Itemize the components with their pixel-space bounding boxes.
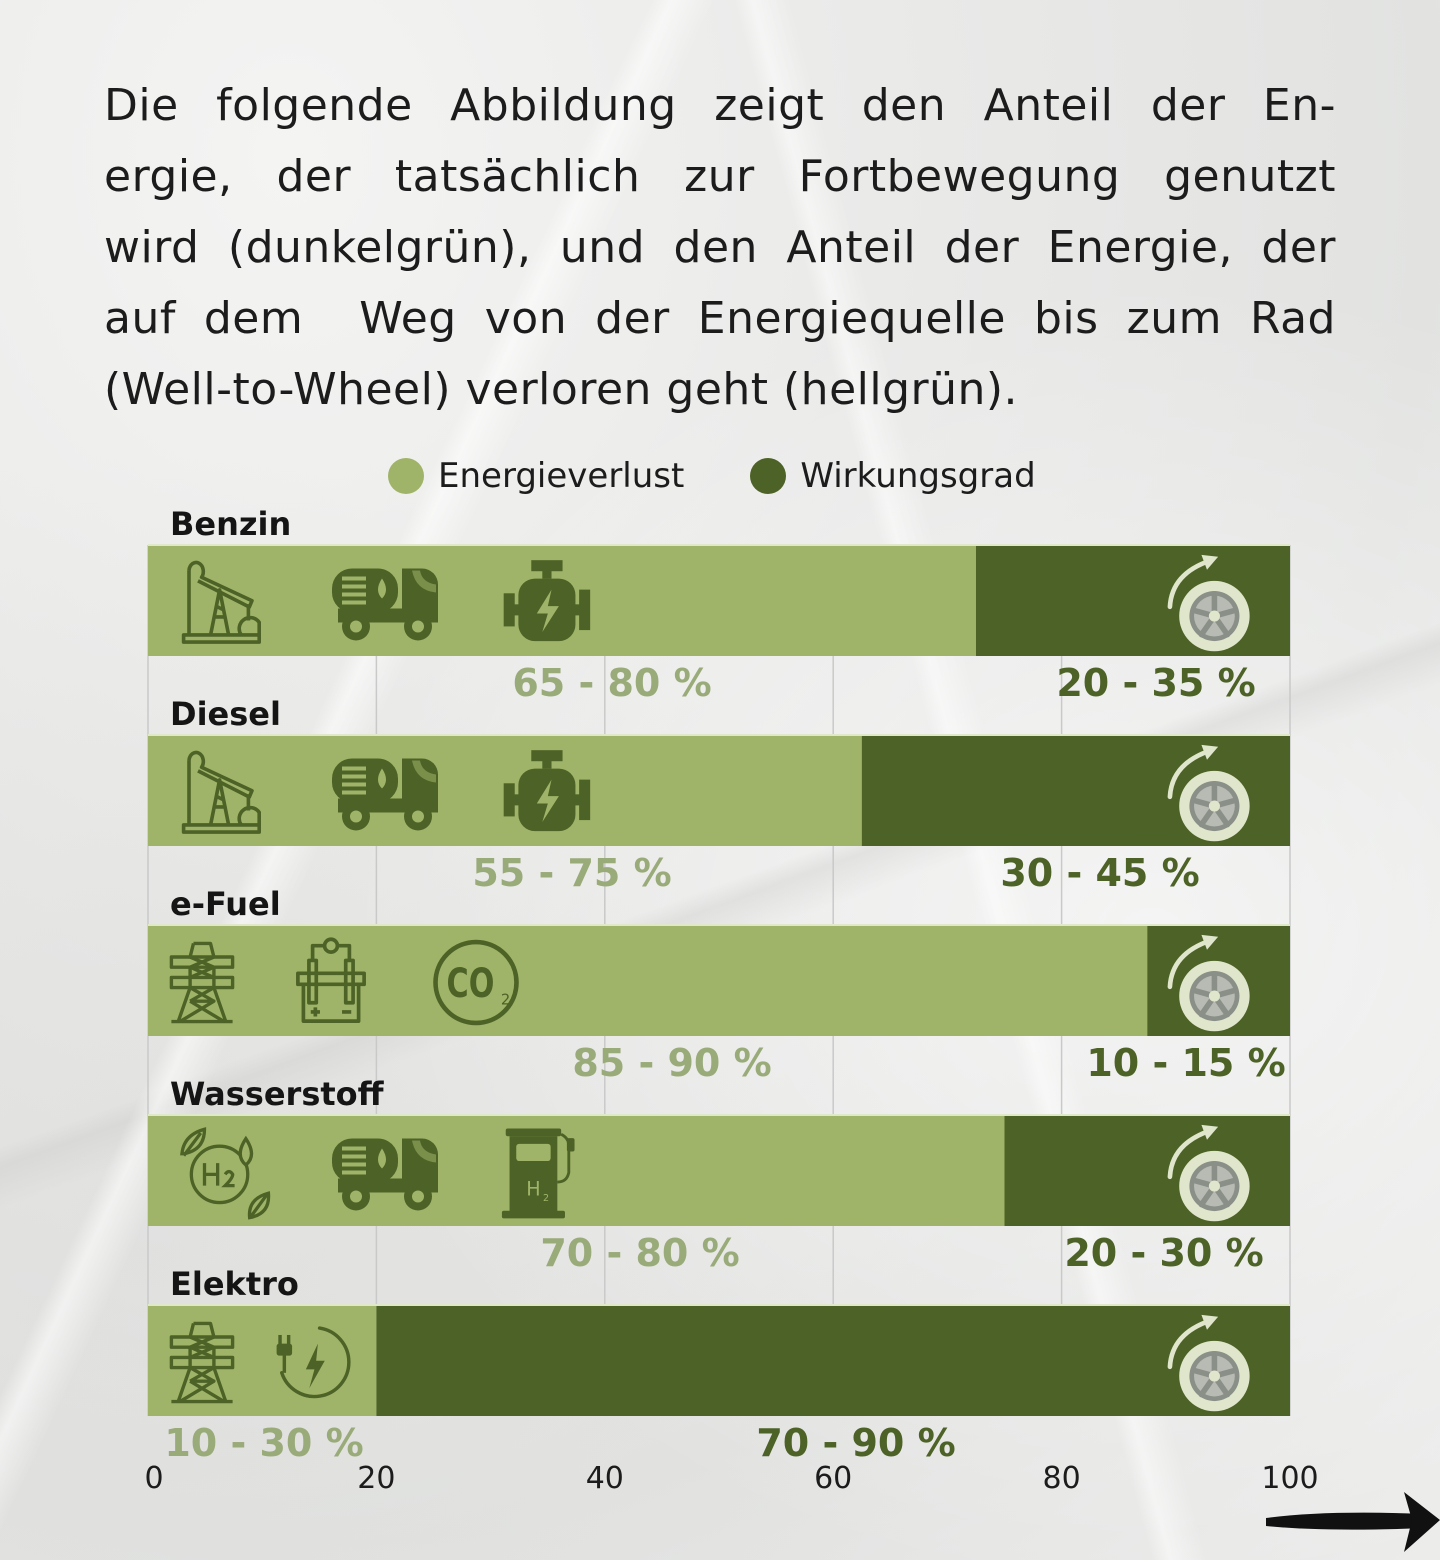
x-tick-label: 40 <box>586 1461 624 1496</box>
intro-line: ergie, der tatsächlich zur Fortbewegung … <box>104 151 1336 202</box>
chart-legend: Energieverlust Wirkungsgrad <box>388 456 1102 496</box>
loss-range-label: 10 - 30 % <box>164 1421 363 1465</box>
x-axis-ticks: 0 20 40 60 80 100 <box>144 1461 1318 1496</box>
loss-range-label: 65 - 80 % <box>512 661 711 705</box>
intro-line: wird (dunkelgrün), und den Anteil der En… <box>104 222 1336 273</box>
bar-efficiency <box>376 1305 1290 1416</box>
intro-line: auf dem Weg von der Energiequelle bis zu… <box>104 293 1336 344</box>
category-label: Elektro <box>170 1265 299 1303</box>
x-tick-label: 20 <box>357 1461 395 1496</box>
x-tick-label: 80 <box>1043 1461 1081 1496</box>
category-label: Diesel <box>170 695 281 733</box>
intro-text: Die folgende Abbildung zeigt den Anteil … <box>104 70 1336 425</box>
loss-range-label: 85 - 90 % <box>572 1041 771 1085</box>
category-label: Benzin <box>170 505 291 543</box>
labels-layer: Benzin 65 - 80 % 20 - 35 % Diesel 55 - 75 % 3… <box>164 505 1285 1465</box>
category-label: e-Fuel <box>170 885 281 923</box>
efficiency-range-label: 30 - 45 % <box>1000 851 1199 895</box>
bar-energy-loss <box>148 1115 1005 1226</box>
category-label: Wasserstoff <box>170 1075 385 1113</box>
loss-range-label: 70 - 80 % <box>540 1231 739 1275</box>
efficiency-range-label: 20 - 35 % <box>1056 661 1255 705</box>
x-tick-label: 100 <box>1261 1461 1318 1496</box>
legend-swatch-efficiency <box>750 458 787 494</box>
intro-line: (Well-to-Wheel) verloren geht (hellgrün)… <box>104 364 1019 415</box>
x-tick-label: 0 <box>144 1461 163 1496</box>
arrow-right-icon[interactable] <box>1266 1492 1440 1552</box>
efficiency-range-label: 70 - 90 % <box>756 1421 955 1465</box>
x-tick-label: 60 <box>814 1461 852 1496</box>
legend-item-loss: Energieverlust <box>388 456 684 496</box>
legend-label-loss: Energieverlust <box>438 456 685 496</box>
legend-item-efficiency: Wirkungsgrad <box>750 456 1036 496</box>
efficiency-range-label: 20 - 30 % <box>1064 1231 1263 1275</box>
intro-line: Die folgende Abbildung zeigt den Anteil … <box>104 80 1336 131</box>
loss-range-label: 55 - 75 % <box>472 851 671 895</box>
legend-label-efficiency: Wirkungsgrad <box>800 456 1036 496</box>
bars-layer <box>148 544 1290 1416</box>
bar-efficiency <box>1004 1115 1290 1226</box>
legend-swatch-loss <box>388 458 424 494</box>
efficiency-range-label: 10 - 15 % <box>1086 1041 1285 1085</box>
